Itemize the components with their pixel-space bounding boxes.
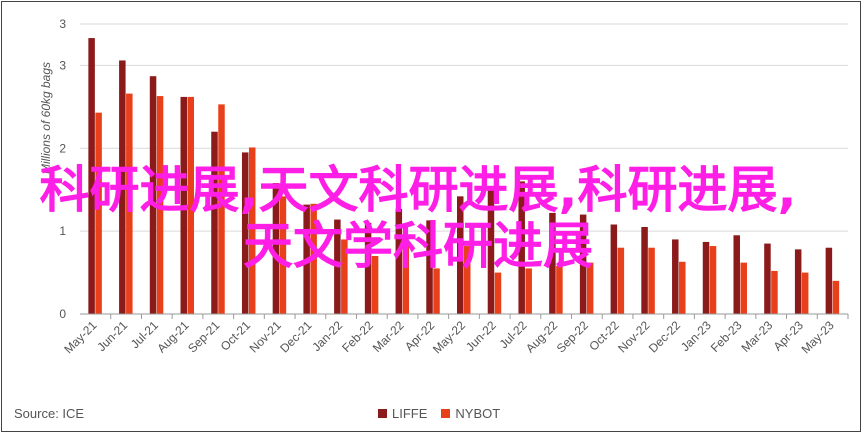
bar-liffe: [241, 152, 249, 314]
bar-nybot: [556, 265, 563, 314]
bar-nybot: [740, 262, 747, 314]
bar-nybot: [218, 104, 225, 314]
bar-liffe: [672, 239, 679, 314]
bar-liffe: [487, 188, 495, 314]
bar-nybot: [525, 268, 532, 314]
x-tick-label: Mar-23: [739, 318, 776, 355]
x-tick-label: Mar-22: [370, 318, 407, 355]
bar-liffe: [364, 222, 372, 314]
bar-liffe: [211, 131, 218, 314]
x-tick-label: Jan-22: [309, 318, 345, 354]
y-axis-label: Millions of 60kg bags: [39, 62, 53, 174]
bar-liffe: [149, 76, 157, 314]
bar-liffe: [733, 235, 740, 314]
bars: [88, 38, 840, 315]
bar-nybot: [310, 203, 317, 314]
bar-nybot: [709, 246, 717, 314]
legend-item-nybot: NYBOT: [441, 406, 500, 421]
bar-liffe: [457, 196, 464, 314]
bar-nybot: [586, 262, 594, 314]
x-tick-label: Nov-21: [247, 318, 284, 355]
x-tick-label: Feb-22: [339, 318, 376, 355]
legend: LIFFE NYBOT: [378, 406, 500, 421]
legend-label-nybot: NYBOT: [455, 406, 501, 421]
bar-liffe: [180, 96, 188, 315]
legend-swatch-liffe: [378, 409, 387, 418]
legend-item-liffe: LIFFE: [378, 406, 427, 421]
x-tick-label: Aug-21: [154, 318, 191, 355]
x-tick-label: May-22: [430, 318, 468, 356]
bar-nybot: [156, 96, 164, 314]
x-tick-label: Jun-21: [94, 318, 130, 354]
bar-liffe: [272, 183, 280, 314]
bar-nybot: [279, 196, 287, 314]
y-tick-label: 3: [59, 17, 66, 31]
y-tick-label: 2: [59, 141, 66, 155]
bar-liffe: [334, 219, 341, 314]
x-tick-label: Jun-22: [463, 318, 499, 354]
x-tick-label: Feb-23: [708, 318, 745, 355]
bar-nybot: [126, 93, 133, 314]
bar-nybot: [617, 247, 625, 314]
bar-nybot: [187, 96, 195, 315]
bar-nybot: [371, 256, 379, 314]
bar-nybot: [648, 247, 655, 314]
bar-liffe: [610, 224, 618, 314]
bar-liffe: [764, 243, 771, 314]
bar-liffe: [825, 247, 833, 314]
x-tick-label: Sep-22: [554, 318, 591, 355]
y-tick-label: 0: [59, 307, 66, 321]
bar-nybot: [494, 272, 502, 314]
bar-nybot: [679, 261, 686, 314]
source-note: Source: ICE: [14, 406, 85, 421]
bar-nybot: [832, 280, 840, 314]
bar-liffe: [426, 220, 433, 314]
x-tick-label: Nov-22: [615, 318, 652, 355]
x-tick-label: May-21: [61, 318, 99, 356]
x-tick-label: May-23: [799, 318, 837, 356]
bar-nybot: [248, 147, 256, 314]
bar-nybot: [771, 270, 778, 314]
bar-liffe: [303, 204, 310, 314]
watermark-text: 科研进展,天文科研进展,科研进展,天文学科研进展: [39, 161, 797, 275]
bar-liffe: [395, 208, 403, 314]
bar-liffe: [641, 227, 648, 314]
bar-liffe: [119, 60, 126, 315]
x-tick-label: Aug-22: [523, 318, 560, 355]
bar-liffe: [702, 241, 710, 314]
bar-nybot: [402, 239, 410, 314]
bar-nybot: [801, 272, 809, 314]
bar-liffe: [549, 212, 556, 314]
x-tick-label: Sep-21: [185, 318, 222, 355]
x-tick-label: Dec-21: [277, 318, 314, 355]
bar-liffe: [88, 38, 95, 314]
bar-liffe: [579, 214, 587, 314]
bar-liffe: [794, 249, 802, 314]
legend-label-liffe: LIFFE: [392, 406, 428, 421]
bar-nybot: [433, 268, 440, 314]
bar-nybot: [341, 239, 348, 314]
bar-nybot: [95, 112, 102, 315]
y-tick-label: 1: [59, 224, 66, 238]
x-tick-label: Dec-22: [646, 318, 683, 355]
x-tick-label: Jan-23: [678, 318, 714, 354]
bar-liffe: [518, 181, 525, 314]
bar-nybot: [464, 246, 471, 314]
y-tick-label: 3: [59, 58, 66, 72]
legend-swatch-nybot: [441, 409, 451, 418]
